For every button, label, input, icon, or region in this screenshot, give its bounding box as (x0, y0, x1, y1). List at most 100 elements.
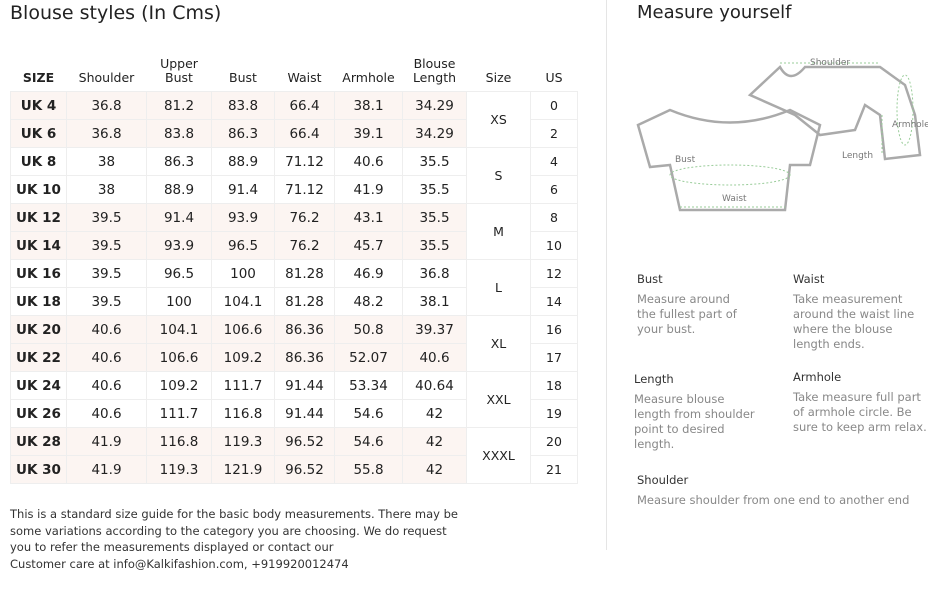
size-label: UK 28 (10, 427, 67, 456)
guide-title: Measure yourself (637, 2, 792, 23)
item-heading: Armhole (793, 370, 842, 384)
measurement: 39.5 (66, 231, 147, 260)
measurement: 38.1 (402, 287, 467, 316)
measurement: 39.37 (402, 315, 467, 344)
measurement: 104.1 (146, 315, 212, 344)
measurement: 35.5 (402, 203, 467, 232)
measurement: 83.8 (211, 91, 275, 120)
measurement: 81.2 (146, 91, 212, 120)
item-heading: Shoulder (637, 473, 689, 487)
measurement: 42 (402, 455, 467, 484)
measurement: 48.2 (334, 287, 403, 316)
measurement: 71.12 (274, 175, 335, 204)
column-header: Blouse Length (412, 56, 457, 85)
column-header: Shoulder (78, 70, 135, 85)
measurement: 39.1 (334, 119, 403, 148)
column-header: US (545, 70, 563, 85)
measurement: 100 (211, 259, 275, 288)
size-group: XXXL (466, 427, 531, 484)
measurement: 41.9 (334, 175, 403, 204)
diagram: Shoulder Armhole Length Bust Waist (636, 58, 928, 212)
measurement: 40.6 (66, 343, 147, 372)
size-label: UK 4 (10, 91, 67, 120)
measurement: 116.8 (146, 427, 212, 456)
size-table: SIZE Shoulder Upper Bust Bust Waist Armhole Bl… (10, 44, 578, 484)
measurement: 96.5 (146, 259, 212, 288)
measurement: 121.9 (211, 455, 275, 484)
measurement: 88.9 (211, 147, 275, 176)
size-label: UK 12 (10, 203, 67, 232)
size-label: UK 8 (10, 147, 67, 176)
measurement: 43.1 (334, 203, 403, 232)
measurement: 40.64 (402, 371, 467, 400)
measurement: 36.8 (66, 91, 147, 120)
us-size: 16 (530, 315, 578, 344)
size-label: UK 6 (10, 119, 67, 148)
measurement: 86.36 (274, 315, 335, 344)
measurement: 66.4 (274, 91, 335, 120)
measurement: 109.2 (146, 371, 212, 400)
diagram-label: Waist (722, 194, 747, 204)
size-group: XXL (466, 371, 531, 428)
measurement: 55.8 (334, 455, 403, 484)
measurement: 42 (402, 399, 467, 428)
measurement: 35.5 (402, 175, 467, 204)
note-line: This is a standard size guide for the ba… (10, 507, 458, 521)
measurement: 40.6 (66, 371, 147, 400)
us-size: 0 (530, 91, 578, 120)
measurement: 41.9 (66, 455, 147, 484)
measurement: 71.12 (274, 147, 335, 176)
measurement: 40.6 (66, 399, 147, 428)
measurement: 35.5 (402, 231, 467, 260)
measurement: 119.3 (146, 455, 212, 484)
measurement: 91.44 (274, 371, 335, 400)
measurement: 50.8 (334, 315, 403, 344)
measurement: 39.5 (66, 259, 147, 288)
diagram-label: Bust (675, 155, 696, 165)
size-label: UK 26 (10, 399, 67, 428)
measurement: 106.6 (146, 343, 212, 372)
us-size: 19 (530, 399, 578, 428)
us-size: 2 (530, 119, 578, 148)
measurement: 93.9 (146, 231, 212, 260)
measurement: 38 (66, 147, 147, 176)
measurement: 34.29 (402, 91, 467, 120)
title: Blouse styles (In Cms) (10, 2, 222, 24)
measurement: 66.4 (274, 119, 335, 148)
measurement: 116.8 (211, 399, 275, 428)
item-heading: Waist (793, 272, 825, 286)
note: This is a standard size guide for the ba… (10, 506, 458, 572)
measurement: 45.7 (334, 231, 403, 260)
item-text: Take measurement around the waist line w… (793, 292, 915, 351)
item-text: Measure shoulder from one end to another… (637, 493, 910, 507)
item-text: Measure around the fullest part of your … (637, 292, 737, 336)
measurement: 109.2 (211, 343, 275, 372)
measurement: 76.2 (274, 203, 335, 232)
column-header: Upper Bust (160, 56, 198, 85)
column-header: Armhole (342, 70, 395, 85)
measurement: 46.9 (334, 259, 403, 288)
measurement: 100 (146, 287, 212, 316)
measurement: 54.6 (334, 399, 403, 428)
measurement: 38.1 (334, 91, 403, 120)
measurement: 96.52 (274, 427, 335, 456)
measurement: 40.6 (66, 315, 147, 344)
divider (606, 0, 607, 550)
measurement: 40.6 (334, 147, 403, 176)
size-label: UK 24 (10, 371, 67, 400)
column-header: Bust (229, 70, 257, 85)
us-size: 8 (530, 203, 578, 232)
measurement: 111.7 (146, 399, 212, 428)
item-heading: Length (634, 372, 674, 386)
item-heading: Bust (637, 272, 663, 286)
measurement: 52.07 (334, 343, 403, 372)
us-size: 14 (530, 287, 578, 316)
measurement: 93.9 (211, 203, 275, 232)
size-group: XS (466, 91, 531, 148)
diagram-label: Shoulder (810, 58, 850, 68)
us-size: 6 (530, 175, 578, 204)
diagram-label: Armhole (892, 120, 928, 130)
measurement: 111.7 (211, 371, 275, 400)
column-header: Size (485, 70, 512, 85)
us-size: 17 (530, 343, 578, 372)
